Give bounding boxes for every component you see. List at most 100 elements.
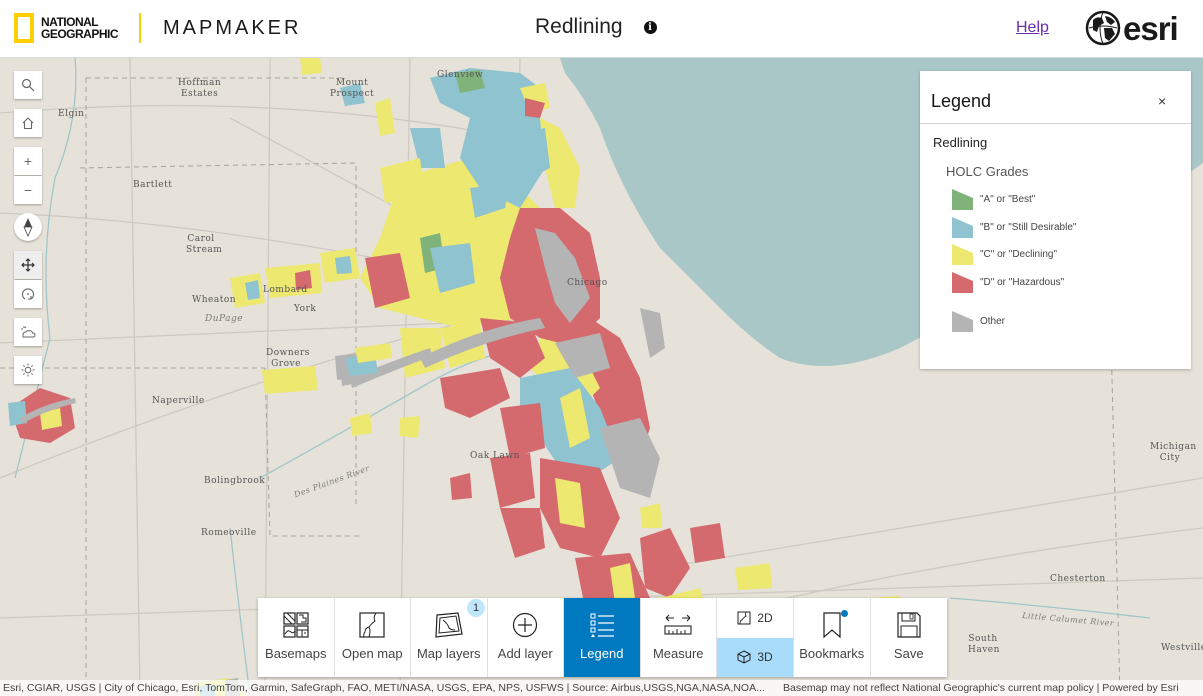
map-title-group: Redlining i xyxy=(535,15,657,39)
product-name: MAPMAKER xyxy=(163,17,302,39)
open-map-button[interactable]: Open map xyxy=(335,598,411,677)
add-layer-label: Add layer xyxy=(497,646,553,661)
legend-field-title: HOLC Grades xyxy=(946,164,1029,179)
layers-count-badge: 1 xyxy=(467,599,485,617)
place-label: Romeoville xyxy=(201,528,257,538)
measure-ruler-icon xyxy=(664,614,692,635)
daylight-button[interactable] xyxy=(14,318,42,346)
bottom-toolbar: Basemaps Open map Map layers 1 xyxy=(258,598,947,677)
add-layer-button[interactable]: Add layer xyxy=(488,598,564,677)
basemaps-icon xyxy=(283,612,309,638)
attribution-policy: Basemap may not reflect National Geograp… xyxy=(783,682,1179,694)
legend-label: Legend xyxy=(580,646,624,661)
map-layers-button[interactable]: Map layers 1 xyxy=(411,598,488,677)
legend-title: Legend xyxy=(931,91,992,111)
ng-yellow-border-icon xyxy=(14,13,34,43)
legend-header: Legend × xyxy=(920,71,1191,124)
cube-3d-icon xyxy=(737,650,751,664)
other-swatch-icon xyxy=(952,311,973,332)
brand-line-2: GEOGRAPHIC xyxy=(41,27,119,41)
minus-icon: − xyxy=(23,182,33,198)
bookmark-notification-dot xyxy=(841,610,848,617)
basemaps-label: Basemaps xyxy=(265,646,327,661)
open-map-icon xyxy=(359,612,385,638)
place-label: Mount Prospect xyxy=(330,78,375,99)
help-link[interactable]: Help xyxy=(1016,19,1049,36)
view-mode-toggle: 2D 3D xyxy=(717,598,794,677)
place-label: Westville xyxy=(1161,643,1203,653)
weather-button[interactable] xyxy=(14,356,42,384)
place-label: Michigan City xyxy=(1150,442,1197,463)
zoom-in-button[interactable]: + xyxy=(14,147,42,175)
place-label: DuPage xyxy=(205,314,244,324)
globe-icon xyxy=(1085,10,1121,46)
search-button[interactable] xyxy=(14,71,42,99)
grade-a-swatch-icon xyxy=(952,189,973,210)
map-2d-icon xyxy=(737,611,751,625)
plus-icon: + xyxy=(23,153,33,169)
zoom-out-button[interactable]: − xyxy=(14,176,42,204)
compass-button[interactable] xyxy=(14,213,42,241)
save-button[interactable]: Save xyxy=(871,598,948,677)
place-label: Naperville xyxy=(152,396,205,406)
grade-b-swatch-icon xyxy=(952,217,973,238)
home-button[interactable] xyxy=(14,109,42,137)
map-attribution: Esri, CGIAR, USGS | City of Chicago, Esr… xyxy=(0,680,1203,696)
open-map-label: Open map xyxy=(341,646,403,661)
bookmarks-label: Bookmarks xyxy=(799,646,865,661)
app-header: NATIONAL GEOGRAPHIC MAPMAKER Redlining i… xyxy=(0,0,1203,58)
place-label: York xyxy=(294,304,317,314)
measure-button[interactable]: Measure xyxy=(641,598,717,677)
legend-item-grade-a: "A" or "Best" xyxy=(952,189,1035,210)
grade-c-swatch-icon xyxy=(952,244,973,265)
place-label: Glenview xyxy=(437,70,484,80)
legend-item-grade-b: "B" or "Still Desirable" xyxy=(952,217,1076,238)
place-label: South Haven xyxy=(968,634,1000,655)
view-2d-label: 2D xyxy=(757,610,773,625)
legend-item-grade-d: "D" or "Hazardous" xyxy=(952,272,1064,293)
legend-layer-title: Redlining xyxy=(933,135,988,150)
legend-button[interactable]: Legend xyxy=(564,598,641,677)
place-label: Chicago xyxy=(567,278,608,288)
search-icon xyxy=(21,78,35,92)
grade-d-swatch-icon xyxy=(952,272,973,293)
info-icon[interactable]: i xyxy=(643,20,657,34)
home-icon xyxy=(22,117,34,130)
place-label: Elgin xyxy=(58,109,85,119)
bookmarks-button[interactable]: Bookmarks xyxy=(794,598,871,677)
brand-line-1: NATIONAL xyxy=(41,15,99,29)
national-geographic-logo[interactable]: NATIONAL GEOGRAPHIC xyxy=(14,13,119,43)
close-icon[interactable]: × xyxy=(1158,93,1167,109)
save-disk-icon xyxy=(897,612,921,638)
esri-wordmark: esri xyxy=(1123,9,1179,47)
place-label: Downers Grove xyxy=(266,348,310,369)
sun-icon xyxy=(21,363,35,377)
map-title: Redlining xyxy=(535,15,623,38)
bookmark-icon xyxy=(823,612,841,638)
view-3d-button[interactable]: 3D xyxy=(717,637,793,677)
rotate-button[interactable] xyxy=(14,280,42,308)
basemaps-button[interactable]: Basemaps xyxy=(258,598,335,677)
view-3d-label: 3D xyxy=(757,650,773,665)
pan-icon xyxy=(21,258,35,272)
map-layers-icon xyxy=(435,612,463,638)
place-label: Bartlett xyxy=(133,180,173,190)
map-layers-label: Map layers xyxy=(416,646,481,661)
place-label: Oak Lawn xyxy=(470,451,520,461)
daylight-icon xyxy=(21,326,36,338)
legend-panel: Legend × Redlining HOLC Grades "A" or "B… xyxy=(920,71,1191,369)
place-label: Hoffman Estates xyxy=(178,78,222,99)
header-divider xyxy=(139,13,141,43)
add-circle-icon xyxy=(513,612,538,638)
rotate-icon xyxy=(21,288,35,300)
legend-item-grade-c: "C" or "Declining" xyxy=(952,244,1057,265)
place-label: Bolingbrook xyxy=(204,476,266,486)
view-2d-button[interactable]: 2D xyxy=(717,598,793,638)
place-label: Lombard xyxy=(263,285,308,295)
esri-logo[interactable]: esri xyxy=(1085,9,1179,47)
compass-icon xyxy=(23,218,33,237)
place-label: Chesterton xyxy=(1050,574,1106,584)
pan-button[interactable] xyxy=(14,251,42,279)
attribution-sources[interactable]: Esri, CGIAR, USGS | City of Chicago, Esr… xyxy=(3,682,765,694)
